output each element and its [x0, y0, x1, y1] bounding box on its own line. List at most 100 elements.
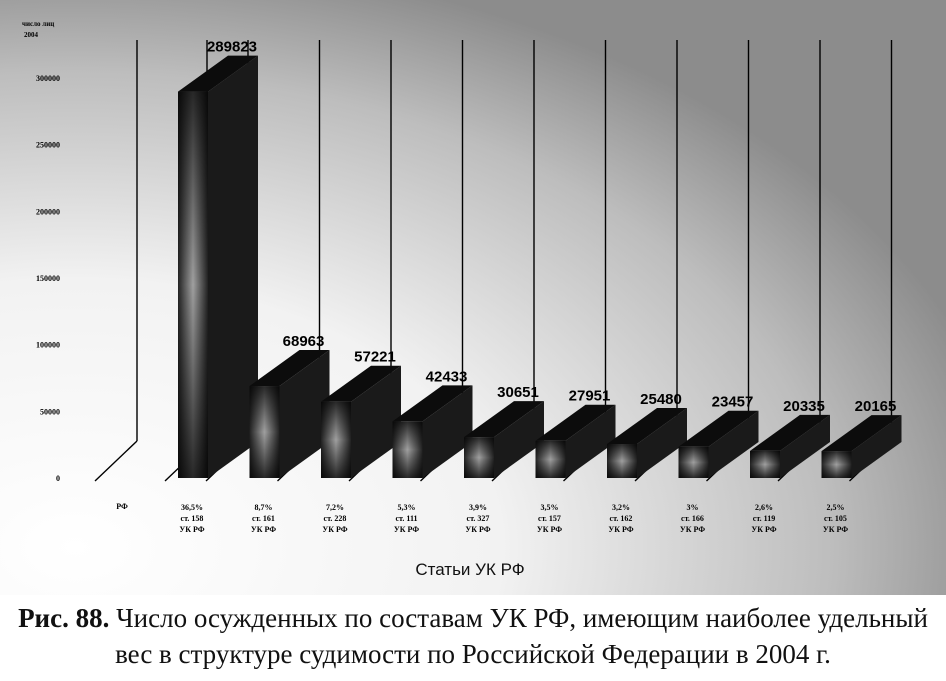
bar — [249, 350, 330, 478]
bar-front-shade — [750, 450, 780, 478]
x-tick-label: УК РФ — [537, 525, 562, 534]
bar-front-shade — [464, 437, 494, 478]
chart-background — [0, 0, 946, 595]
x-tick-label: 3,5% — [541, 503, 559, 512]
x-tick-label: ст. 111 — [396, 514, 418, 523]
figure-caption-text: Число осужденных по составам УК РФ, имею… — [109, 603, 928, 669]
bar — [821, 415, 902, 478]
bar-front-shade — [535, 440, 566, 478]
bar-side — [851, 415, 902, 478]
x-tick-label: 3% — [687, 503, 699, 512]
x-tick-label: УК РФ — [179, 525, 204, 534]
x-tick-label: УК РФ — [751, 525, 776, 534]
bar-top — [249, 350, 330, 387]
bar-side — [780, 414, 830, 478]
bar-top — [178, 55, 258, 92]
x-tick-label: УК РФ — [608, 525, 633, 534]
x-tick-label: 3,9% — [469, 503, 487, 512]
bar-top — [821, 415, 902, 452]
y-tick-label: 200000 — [36, 207, 60, 216]
bar — [535, 404, 616, 478]
bar-front-shade — [678, 446, 709, 478]
bar-front-shade — [392, 421, 423, 478]
bar-value-label: 20335 — [783, 398, 825, 415]
x-tick-label: УК РФ — [251, 525, 276, 534]
bar-top — [392, 385, 473, 422]
bar-side — [637, 408, 687, 478]
bar — [750, 414, 830, 478]
x-tick-label: ст. 161 — [252, 514, 275, 523]
bar — [321, 365, 401, 478]
bar-side — [494, 401, 544, 478]
x-tick-label: 5,3% — [398, 503, 416, 512]
x-tick-label: ст. 158 — [181, 514, 204, 523]
bar-side — [208, 55, 258, 478]
bar — [464, 401, 544, 478]
bar-top — [535, 404, 616, 441]
bar-side — [351, 365, 401, 478]
bar-front-shade — [607, 444, 637, 478]
x-tick-label: 8,7% — [255, 503, 273, 512]
x-tick-label: 36,5% — [181, 503, 203, 512]
bar-side — [565, 404, 616, 478]
x-axis-title: Статьи УК РФ — [415, 560, 524, 579]
bar-value-label: 289823 — [207, 39, 257, 56]
bar-layer — [178, 55, 902, 478]
bar-top — [464, 401, 544, 438]
bar-front-shade — [249, 386, 280, 478]
x-tick-label: 2,6% — [755, 503, 773, 512]
figure-number: Рис. 88. — [18, 603, 110, 633]
bar-top — [321, 365, 401, 402]
bar — [678, 410, 759, 478]
bar-value-label: 25480 — [640, 391, 682, 408]
chart-plot: число лиц 2004 0 50000 100000 150000 200000 2… — [0, 0, 946, 595]
bar-top — [607, 408, 687, 445]
bar — [392, 385, 473, 478]
bar-value-label: 57221 — [354, 349, 396, 366]
bar-value-label: 30651 — [497, 384, 539, 401]
figure-caption: Рис. 88. Число осужденных по составам УК… — [0, 600, 946, 672]
x-tick-label: ст. 166 — [681, 514, 704, 523]
bar-front-shade — [321, 401, 351, 478]
bar-top — [750, 414, 830, 451]
label-layer: 289823 68963 57221 42433 30651 27951 25480 2345… — [116, 39, 896, 534]
x-tick-label: ст. 228 — [324, 514, 347, 523]
bar-value-label: 27951 — [569, 388, 611, 405]
y-tick-label: 100000 — [36, 341, 60, 350]
x-tick-label: УК РФ — [394, 525, 419, 534]
bar — [178, 55, 258, 478]
bar-top — [678, 410, 759, 447]
bar-side — [422, 385, 473, 478]
bar-front-shade — [178, 91, 208, 478]
y-tick-label: 300000 — [36, 74, 60, 83]
y-tick-label: 150000 — [36, 274, 60, 283]
x-tick-label: 2,5% — [827, 503, 845, 512]
x-tick-label: ст. 119 — [753, 514, 775, 523]
bar — [607, 408, 687, 478]
x-tick-label: 3,2% — [612, 503, 630, 512]
y-axis-unit-label: число лиц — [22, 20, 54, 28]
axis-layer: число лиц 2004 0 50000 100000 150000 200000 2… — [22, 20, 60, 483]
x-tick-label: ст. 327 — [467, 514, 490, 523]
x-tick-label: ст. 157 — [538, 514, 561, 523]
bar-side — [279, 350, 330, 478]
x-tick-label: 7,2% — [326, 503, 344, 512]
bar-value-label: 23457 — [712, 394, 754, 411]
y-axis-unit-year: 2004 — [24, 31, 39, 39]
x-tick-label: УК РФ — [823, 525, 848, 534]
bar-front-shade — [821, 451, 852, 478]
x-tick-label: УК РФ — [465, 525, 490, 534]
x-tick-label-first: РФ — [116, 502, 128, 511]
bar-value-label: 42433 — [426, 368, 468, 385]
x-tick-label: УК РФ — [322, 525, 347, 534]
x-tick-label: ст. 162 — [610, 514, 633, 523]
grid-line-floor — [94, 440, 138, 482]
y-tick-label: 0 — [56, 474, 60, 483]
y-tick-label: 50000 — [40, 407, 60, 416]
y-tick-label: 250000 — [36, 141, 60, 150]
bar-value-label: 68963 — [283, 333, 325, 350]
bar-value-label: 20165 — [855, 398, 897, 415]
x-tick-label: ст. 105 — [824, 514, 847, 523]
x-tick-label: УК РФ — [680, 525, 705, 534]
bar-side — [708, 410, 759, 478]
